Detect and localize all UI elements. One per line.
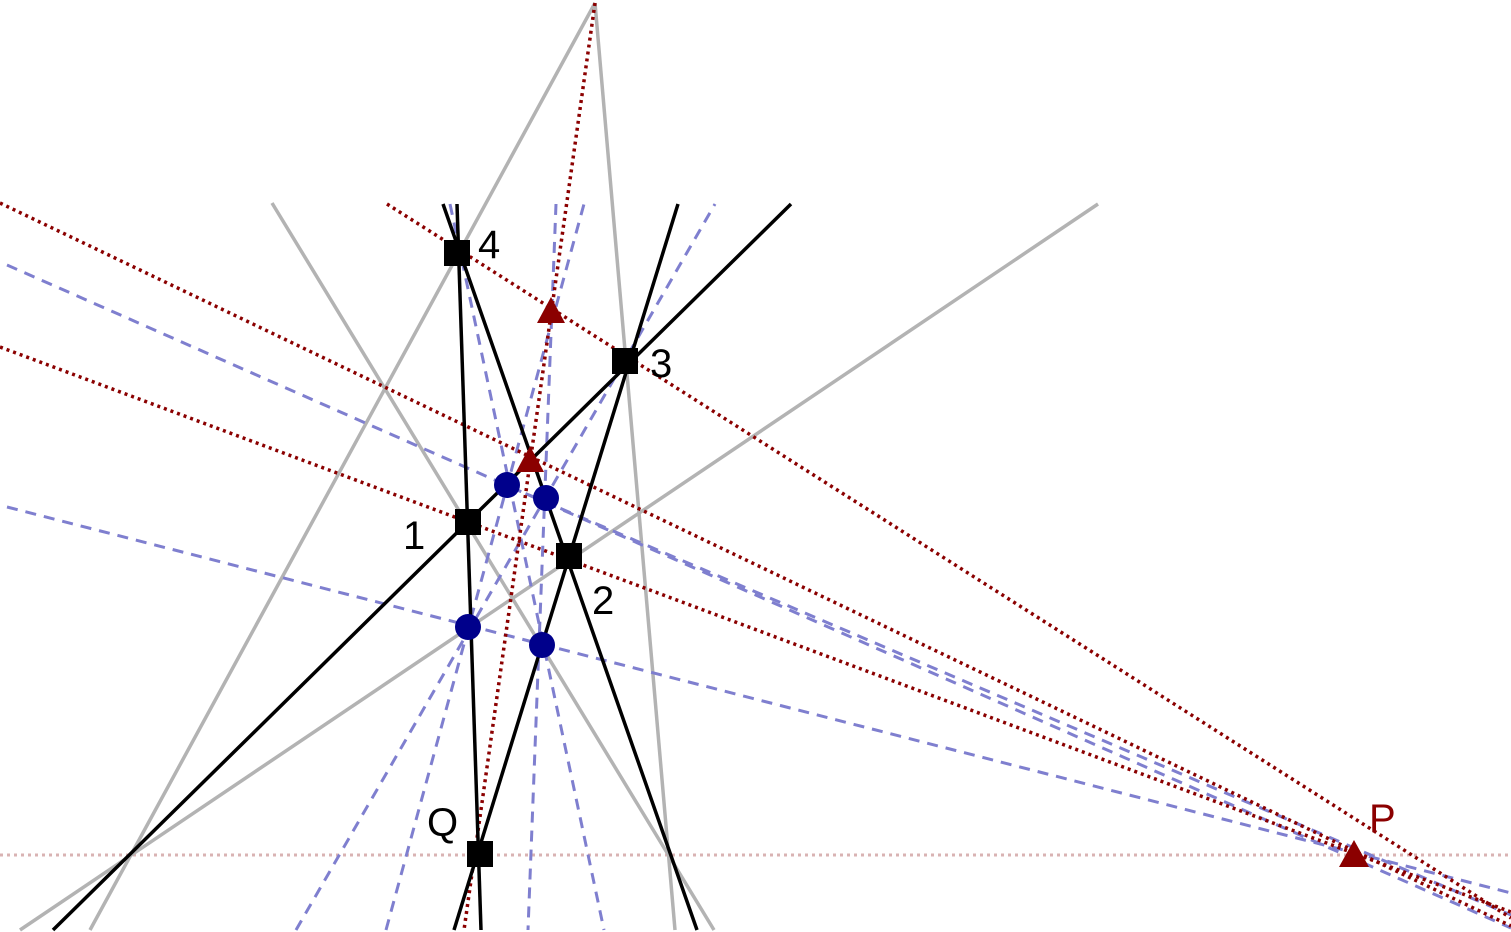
square-point-4 bbox=[444, 240, 470, 266]
black-line-14 bbox=[455, 203, 483, 931]
gray-line-a bbox=[88, 2, 597, 931]
label-3: 3 bbox=[650, 342, 672, 386]
square-point-1 bbox=[455, 509, 481, 535]
red-triangle-point bbox=[537, 297, 565, 323]
square-point-q bbox=[467, 841, 493, 867]
gray-line-b bbox=[593, 2, 677, 931]
label-2: 2 bbox=[592, 579, 614, 623]
blue-point bbox=[455, 614, 481, 640]
red-line-4 bbox=[462, 2, 597, 931]
label-4: 4 bbox=[478, 223, 500, 267]
label-1: 1 bbox=[403, 514, 425, 558]
red-triangle-point-p bbox=[1339, 840, 1369, 867]
label-p: P bbox=[1369, 797, 1396, 841]
red-line-1 bbox=[0, 201, 1511, 928]
blue-line-2 bbox=[6, 505, 1511, 895]
black-line-13 bbox=[51, 202, 793, 932]
blue-point bbox=[533, 485, 559, 511]
square-point-2 bbox=[556, 543, 582, 569]
blue-point bbox=[494, 472, 520, 498]
blue-line-3 bbox=[294, 203, 717, 931]
red-line-3 bbox=[386, 202, 1511, 920]
red-triangle-point bbox=[516, 446, 544, 472]
blue-line-6 bbox=[448, 203, 606, 931]
gray-line-c bbox=[270, 202, 716, 931]
square-point-3 bbox=[612, 348, 638, 374]
red-line-2 bbox=[0, 345, 1511, 914]
label-q: Q bbox=[427, 801, 458, 845]
blue-line-7 bbox=[507, 484, 1511, 917]
blue-point bbox=[529, 632, 555, 658]
